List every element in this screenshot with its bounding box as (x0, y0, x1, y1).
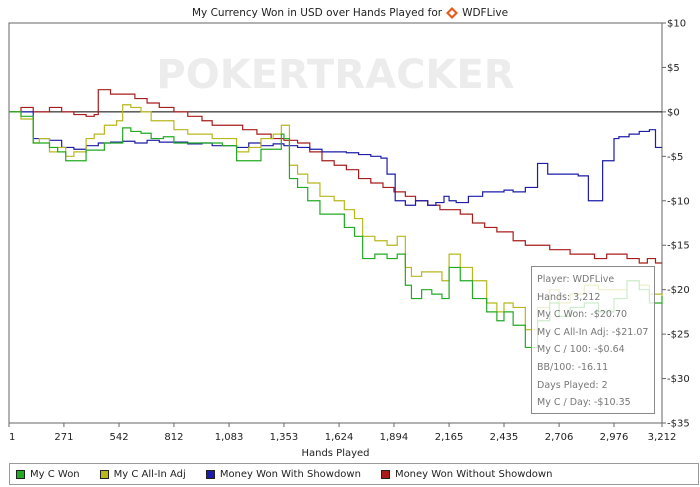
x-axis: 1 271 542 812 1,083 1,353 1,624 1,894 2,165 2,435… (8, 423, 677, 443)
x-tick-label: 812 (164, 432, 183, 443)
tooltip-bb-per-100: BB/100: -16.11 (537, 361, 609, 373)
y-tick-label: $10 (667, 19, 686, 30)
legend-swatch-all-in-adj (99, 469, 109, 479)
legend-swatch-showdown (205, 469, 215, 479)
tooltip-player: Player: WDFLive (537, 274, 615, 285)
x-tick-label: 2,435 (490, 432, 519, 443)
chart-title: My Currency Won in USD over Hands Played… (0, 5, 700, 21)
x-tick-label: 2,976 (600, 432, 629, 443)
legend-label-showdown: Money Won With Showdown (219, 468, 361, 480)
x-tick-label: 2,165 (435, 432, 464, 443)
legend-item-my-c-won[interactable]: My C Won (16, 469, 80, 480)
chart-title-player: WDFLive (462, 7, 509, 19)
series-line-showdown (9, 111, 662, 206)
y-tick-label: -$30 (667, 374, 690, 385)
y-tick-label: -$15 (667, 241, 690, 252)
legend-item-no-showdown[interactable]: Money Won Without Showdown (380, 468, 553, 480)
legend-label-all-in-adj: My C All-In Adj (113, 468, 186, 480)
x-tick-label: 1,894 (380, 432, 409, 443)
y-tick-label: -$35 (667, 419, 690, 430)
y-tick-label: -$5 (667, 152, 683, 163)
x-tick-label: 1 (9, 432, 15, 443)
x-tick-label: 2,706 (545, 432, 574, 443)
legend-swatch-my-c-won (16, 469, 25, 479)
x-tick-label: 1,353 (270, 432, 299, 443)
x-axis-label: Hands Played (301, 448, 369, 459)
legend-label-no-showdown: Money Won Without Showdown (394, 468, 553, 480)
legend-label-my-c-won: My C Won (30, 468, 80, 480)
y-tick-label: $0 (667, 107, 680, 118)
y-tick-label: -$20 (667, 285, 690, 296)
x-tick-label: 1,624 (325, 432, 354, 443)
x-tick-label: 542 (109, 432, 128, 443)
tooltip-hands: Hands: 3,212 (537, 291, 601, 303)
hover-tooltip: Player: WDFLive Hands: 3,212 My C Won: -… (531, 266, 655, 414)
chart-legend: My C Won My C All-In Adj Money Won With … (9, 463, 699, 485)
x-tick-label: 3,212 (648, 432, 677, 443)
y-tick-label: $5 (667, 63, 680, 74)
legend-item-showdown[interactable]: Money Won With Showdown (205, 468, 361, 480)
legend-item-all-in-adj[interactable]: My C All-In Adj (99, 468, 186, 480)
tooltip-my-c-per-day: My C / Day: -$10.35 (537, 397, 631, 409)
player-diamond-icon (446, 7, 459, 19)
y-tick-label: -$10 (667, 196, 690, 207)
series-line-no-showdown (9, 89, 662, 264)
y-axis: $10 $5 $0 -$5 -$10 -$15 -$20 -$25 -$30 -$35 (662, 19, 690, 430)
pokertracker-watermark: POKERTRACKER (156, 52, 514, 98)
chart-title-prefix: My Currency Won in USD over Hands Played… (191, 7, 443, 19)
y-tick-label: -$25 (667, 330, 690, 341)
tooltip-my-c-won: My C Won: -$20.70 (537, 309, 628, 321)
x-tick-label: 271 (54, 432, 73, 443)
tooltip-my-c-per-100: My C / 100: -$0.64 (537, 344, 625, 356)
x-tick-label: 1,083 (215, 432, 244, 443)
tooltip-days-played: Days Played: 2 (537, 379, 608, 391)
legend-swatch-no-showdown (380, 469, 390, 479)
tooltip-all-in-adj: My C All-In Adj: -$21.07 (537, 326, 649, 338)
